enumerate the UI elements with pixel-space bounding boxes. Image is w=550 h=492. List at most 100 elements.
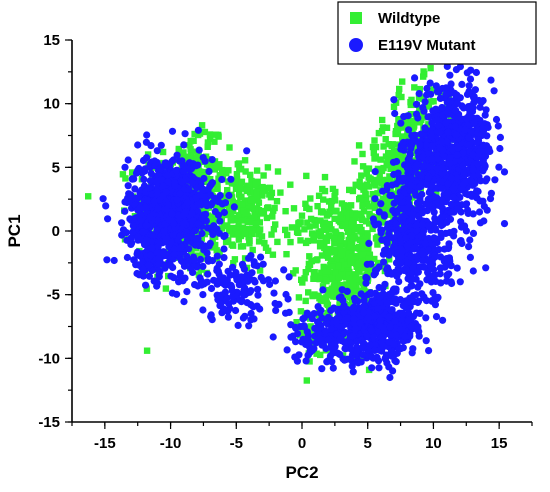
data-point [377, 200, 385, 208]
data-point [371, 137, 378, 144]
data-point [163, 235, 171, 243]
data-point [219, 167, 226, 175]
data-point [121, 163, 129, 171]
data-point [142, 281, 150, 289]
data-point [228, 287, 236, 295]
legend-items: Wildtype E119V Mutant [349, 10, 476, 54]
data-point [349, 305, 357, 313]
data-point [371, 346, 379, 354]
data-point [282, 208, 289, 215]
data-point [249, 230, 256, 238]
data-point [330, 234, 338, 242]
data-point [385, 230, 393, 238]
data-point [466, 236, 474, 244]
data-point [434, 293, 442, 301]
data-point [378, 236, 386, 244]
data-point [201, 128, 209, 136]
data-point [191, 130, 198, 138]
data-point [181, 130, 189, 138]
data-point [320, 196, 327, 203]
data-point [436, 144, 444, 152]
data-point [386, 373, 394, 382]
data-point [454, 144, 462, 152]
data-point [227, 175, 235, 183]
data-point [183, 198, 192, 207]
data-point [234, 161, 241, 168]
data-point [211, 138, 218, 145]
data-point [369, 190, 376, 198]
data-point [370, 149, 377, 157]
data-point [285, 308, 293, 316]
data-point [194, 252, 201, 259]
data-point [324, 301, 332, 309]
data-point [295, 229, 302, 236]
data-point [365, 239, 373, 247]
data-point [215, 270, 223, 278]
data-point [304, 351, 312, 359]
data-point [180, 298, 188, 306]
data-point [345, 203, 352, 211]
data-point [378, 333, 386, 341]
data-point [271, 299, 279, 308]
data-point [317, 208, 325, 216]
data-point [247, 287, 255, 295]
data-point [280, 266, 288, 274]
data-point [389, 206, 397, 214]
data-point [379, 206, 386, 213]
data-point [132, 194, 140, 202]
data-point [432, 277, 440, 285]
y-tick-label: -15 [38, 414, 60, 431]
data-point [427, 64, 434, 72]
data-point [331, 197, 339, 204]
data-point [198, 281, 206, 289]
data-point [447, 115, 454, 122]
data-point [398, 247, 406, 255]
data-point [476, 219, 485, 227]
data-point [191, 281, 199, 289]
data-point [129, 169, 136, 176]
data-point [299, 335, 307, 343]
data-point [224, 313, 232, 321]
data-point [221, 231, 229, 240]
legend-label: E119V Mutant [378, 37, 476, 54]
data-point [140, 175, 148, 183]
data-point [303, 204, 310, 211]
data-point [194, 126, 202, 134]
data-point [479, 97, 487, 105]
data-point [232, 306, 240, 315]
data-point [134, 141, 142, 149]
data-point [346, 210, 354, 218]
data-point [306, 253, 313, 260]
data-point [431, 214, 439, 222]
data-point [331, 192, 338, 200]
x-ticks: -15 -10 -5 0 5 10 15 [71, 422, 533, 452]
data-point [390, 96, 398, 104]
data-point [321, 219, 329, 226]
data-point [366, 265, 373, 272]
data-point [269, 251, 277, 258]
data-point [324, 249, 332, 256]
data-point [230, 260, 237, 267]
data-point [316, 309, 324, 317]
data-point [208, 156, 216, 164]
legend-box [337, 1, 537, 65]
data-point [182, 208, 190, 216]
data-point [428, 297, 436, 305]
data-point [331, 248, 338, 256]
data-point [363, 195, 370, 202]
data-point [302, 357, 310, 365]
data-point [303, 377, 310, 384]
data-point [291, 323, 300, 331]
data-point [426, 79, 434, 87]
data-point [343, 292, 350, 299]
data-point [453, 264, 461, 272]
data-point [447, 200, 455, 209]
data-point [496, 144, 504, 153]
data-point [349, 253, 356, 261]
data-point [172, 166, 181, 174]
data-point [235, 212, 243, 219]
data-point [460, 168, 468, 177]
data-point [405, 126, 413, 134]
data-point [465, 82, 473, 90]
data-point [157, 141, 165, 149]
